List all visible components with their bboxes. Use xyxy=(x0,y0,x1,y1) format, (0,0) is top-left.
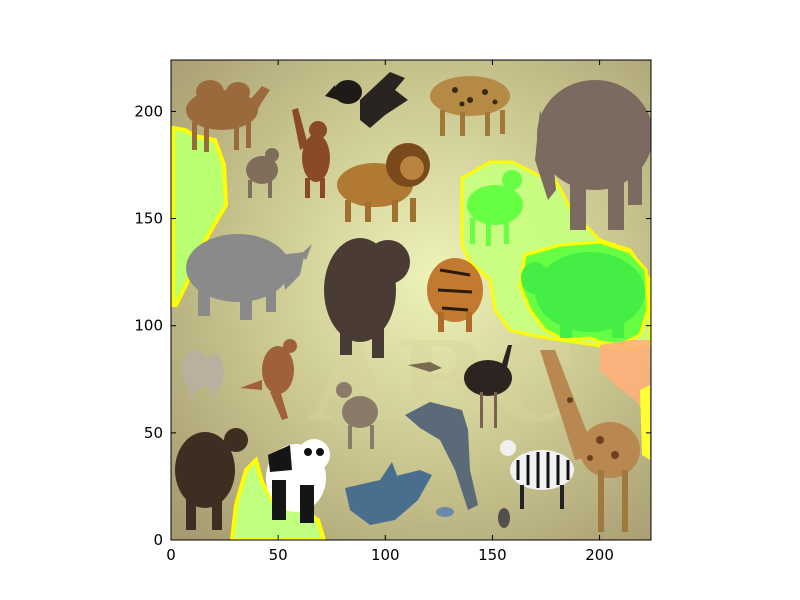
bear-icon xyxy=(324,238,410,358)
bird-flying-icon xyxy=(360,72,408,128)
small-bird-icon xyxy=(498,508,510,528)
x-axis: 0 50 100 150 200 xyxy=(166,60,614,564)
hippopotamus-icon xyxy=(521,252,645,338)
lizard-icon xyxy=(408,362,442,372)
y-tick-label: 50 xyxy=(144,424,163,442)
giraffe-icon xyxy=(540,350,640,532)
animals xyxy=(175,72,651,532)
fish-icon xyxy=(436,507,454,517)
x-tick-label: 150 xyxy=(478,546,507,564)
y-tick-label: 100 xyxy=(134,317,163,335)
y-tick-label: 0 xyxy=(153,531,163,549)
panda-icon xyxy=(266,439,330,523)
lion-icon xyxy=(337,143,430,222)
hyena-icon xyxy=(246,148,279,198)
highlight-right-edge xyxy=(640,385,650,460)
camel-icon xyxy=(186,80,270,152)
goat-icon xyxy=(467,170,523,246)
zebra-icon xyxy=(500,440,574,509)
kangaroo-icon xyxy=(240,339,297,420)
y-tick-label: 200 xyxy=(134,102,163,120)
leopard-icon xyxy=(430,76,510,136)
shark-icon xyxy=(345,462,432,525)
image-area: ABC xyxy=(171,60,651,540)
highlight-peach-region xyxy=(600,340,650,420)
y-axis: 0 50 100 150 200 xyxy=(134,102,651,549)
dolphin-icon xyxy=(405,402,478,510)
elephant-icon xyxy=(535,80,651,230)
image-frame xyxy=(170,59,652,541)
x-tick-label: 0 xyxy=(166,546,176,564)
x-tick-label: 100 xyxy=(371,546,400,564)
x-tick-label: 200 xyxy=(585,546,614,564)
rhinoceros-icon xyxy=(186,234,312,320)
wolf-icon xyxy=(336,382,378,449)
x-tick-label: 50 xyxy=(269,546,288,564)
tiger-icon xyxy=(427,258,483,332)
ostrich-icon xyxy=(464,345,512,428)
monkey-icon xyxy=(292,108,330,198)
lemur-icon xyxy=(182,350,224,397)
y-tick-label: 150 xyxy=(134,210,163,228)
bird-icon xyxy=(325,80,362,104)
yak-icon xyxy=(175,428,248,530)
